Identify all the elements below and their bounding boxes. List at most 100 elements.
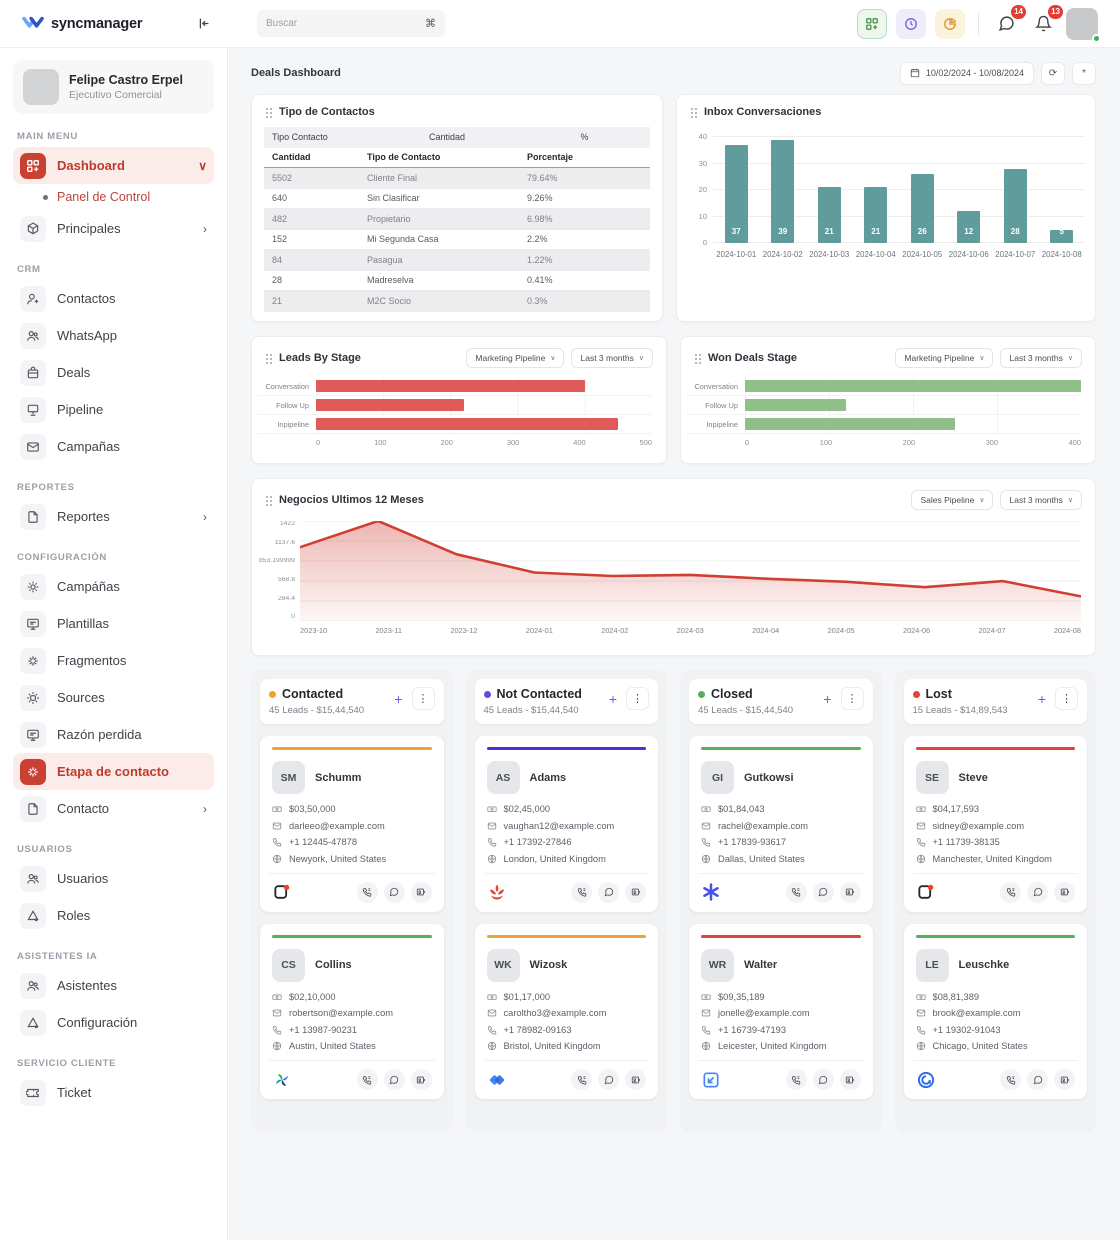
call-button[interactable] [785, 881, 807, 903]
call-button[interactable] [1000, 881, 1021, 903]
kanban-card-steve[interactable]: SE Steve $04,17,593 sidney@example.com +1 11… [903, 736, 1087, 912]
sidebar-item-razon-perdida[interactable]: Razón perdida [13, 716, 214, 753]
chat-button[interactable] [812, 881, 834, 903]
kanban-card-walter[interactable]: WR Walter $09,35,189 jonelle@example.com +1 … [689, 923, 873, 1099]
pipeline-filter-dropdown[interactable]: Sales Pipeline ∨ [911, 490, 994, 510]
kanban-card-leuschke[interactable]: LE Leuschke $08,81,389 brook@example.com +1 … [903, 923, 1087, 1099]
money-icon [272, 804, 282, 814]
card-field-amount: $04,17,593 [915, 804, 1076, 814]
sidebar-item-dashboard[interactable]: Dashboard ∨ [13, 147, 214, 184]
period-filter-dropdown[interactable]: Last 3 months ∨ [1000, 490, 1082, 510]
pipeline-filter-dropdown[interactable]: Marketing Pipeline ∨ [466, 348, 565, 368]
kanban-card-wizosk[interactable]: WK Wizosk $01,17,000 caroltho3@example.com +… [474, 923, 658, 1099]
search-box[interactable]: ⌘ [257, 10, 445, 37]
sidebar-item-pipeline[interactable]: Pipeline [13, 391, 214, 428]
column-menu-button[interactable]: ⋮ [1055, 687, 1078, 710]
sidebar-item-configuracion[interactable]: Configuración [13, 1004, 214, 1041]
x-axis-tick: 2024-10-03 [809, 250, 850, 259]
chat-button[interactable] [1027, 881, 1048, 903]
contact-name: Leuschke [958, 959, 1010, 971]
drag-handle-icon[interactable] [265, 494, 272, 506]
kanban-card-adams[interactable]: AS Adams $02,45,000 vaughan12@example.com +1… [474, 736, 658, 912]
reports-pie-button[interactable] [935, 8, 965, 39]
sidebar-item-label: Reportes [57, 509, 110, 524]
contact-card-button[interactable] [410, 881, 432, 903]
notifications-button[interactable]: 13 [1029, 4, 1063, 38]
contact-card-button[interactable] [625, 1069, 646, 1090]
sidebar-item-campanas[interactable]: Campañas [13, 428, 214, 465]
call-button[interactable] [571, 881, 592, 903]
call-button[interactable] [785, 1069, 807, 1090]
drag-handle-icon[interactable] [265, 106, 272, 118]
sidebar-item-usuarios[interactable]: Usuarios [13, 860, 214, 897]
bar: 39 [771, 139, 795, 243]
drag-handle-icon[interactable] [265, 352, 272, 364]
chat-button[interactable] [598, 881, 619, 903]
chat-button[interactable] [1027, 1069, 1048, 1090]
sidebar-item-campanas-config[interactable]: Campáñas [13, 568, 214, 605]
kanban-card-collins[interactable]: CS Collins $02,10,000 robertson@example.com… [260, 923, 444, 1099]
sidebar-item-fragmentos[interactable]: Fragmentos [13, 642, 214, 679]
more-options-button[interactable]: * [1072, 61, 1096, 85]
period-filter-dropdown[interactable]: Last 3 months ∨ [571, 348, 653, 368]
phone-value: +1 78982-09163 [503, 1024, 572, 1035]
sidebar-item-whatsapp[interactable]: WhatsApp [13, 317, 214, 354]
call-button[interactable] [356, 881, 378, 903]
sidebar-item-etapa-de-contacto[interactable]: Etapa de contacto [13, 753, 214, 790]
contact-card-button[interactable] [1054, 881, 1075, 903]
chat-button[interactable] [812, 1069, 834, 1090]
dashboard-quick-button[interactable] [857, 8, 887, 39]
add-card-button[interactable]: + [394, 690, 403, 707]
contact-card-button[interactable] [839, 1069, 861, 1090]
contact-card-button[interactable] [410, 1069, 432, 1090]
column-menu-button[interactable]: ⋮ [411, 687, 435, 710]
sidebar-item-deals[interactable]: Deals [13, 354, 214, 391]
contact-card-button[interactable] [625, 881, 646, 903]
history-button[interactable] [896, 8, 926, 39]
column-menu-button[interactable]: ⋮ [626, 687, 649, 710]
add-card-button[interactable]: + [823, 690, 832, 707]
call-button[interactable] [571, 1069, 592, 1090]
chat-button[interactable] [383, 881, 405, 903]
date-range-button[interactable]: 10/02/2024 - 10/08/2024 [899, 61, 1034, 85]
bar: 37 [724, 144, 748, 243]
blue-inbox-icon [701, 1070, 721, 1090]
sidebar-item-roles[interactable]: Roles [13, 897, 214, 934]
contact-card-button[interactable] [839, 881, 861, 903]
card-field-phone: +1 13987-90231 [272, 1025, 432, 1035]
messages-button[interactable]: 14 [992, 4, 1026, 38]
period-filter-dropdown[interactable]: Last 3 months ∨ [1000, 348, 1082, 368]
call-button[interactable] [1000, 1069, 1021, 1090]
sidebar-collapse-icon[interactable] [196, 16, 211, 31]
add-card-button[interactable]: + [608, 690, 617, 707]
messages-badge: 14 [1011, 4, 1026, 19]
drag-handle-icon[interactable] [690, 106, 697, 118]
sidebar-user-card[interactable]: Felipe Castro Erpel Ejecutivo Comercial [13, 60, 214, 114]
sidebar-item-asistentes[interactable]: Asistentes [13, 967, 214, 1004]
chevron-down-icon: ∨ [1067, 355, 1073, 362]
add-card-button[interactable]: + [1037, 690, 1046, 707]
user-avatar[interactable] [1066, 7, 1101, 43]
sidebar-item-panel-de-control[interactable]: Panel de Control [13, 184, 214, 210]
column-header: % [580, 132, 589, 143]
refresh-button[interactable]: ⟳ [1041, 61, 1065, 85]
kanban-card-gutkowsi[interactable]: GI Gutkowsi $01,84,043 rachel@example.com +1… [689, 736, 873, 912]
app-logo: syncmanager [22, 15, 182, 33]
column-menu-button[interactable]: ⋮ [840, 687, 864, 710]
sidebar-item-plantillas[interactable]: Plantillas [13, 605, 214, 642]
chat-button[interactable] [598, 1069, 619, 1090]
sidebar-item-principales[interactable]: Principales › [13, 210, 214, 247]
source-icon [20, 684, 46, 711]
sidebar-item-contacto[interactable]: Contacto › [13, 790, 214, 827]
sidebar-item-ticket[interactable]: Ticket [13, 1074, 214, 1111]
pipeline-filter-dropdown[interactable]: Marketing Pipeline ∨ [895, 348, 994, 368]
sidebar-item-reportes[interactable]: Reportes › [13, 498, 214, 535]
drag-handle-icon[interactable] [694, 352, 701, 364]
search-input[interactable] [266, 18, 419, 29]
chat-button[interactable] [383, 1069, 405, 1090]
call-button[interactable] [356, 1069, 378, 1090]
sidebar-item-sources[interactable]: Sources [13, 679, 214, 716]
sidebar-item-contactos[interactable]: Contactos [13, 280, 214, 317]
contact-card-button[interactable] [1054, 1069, 1075, 1090]
kanban-card-schumm[interactable]: SM Schumm $03,50,000 darleeo@example.com +1 … [260, 736, 444, 912]
